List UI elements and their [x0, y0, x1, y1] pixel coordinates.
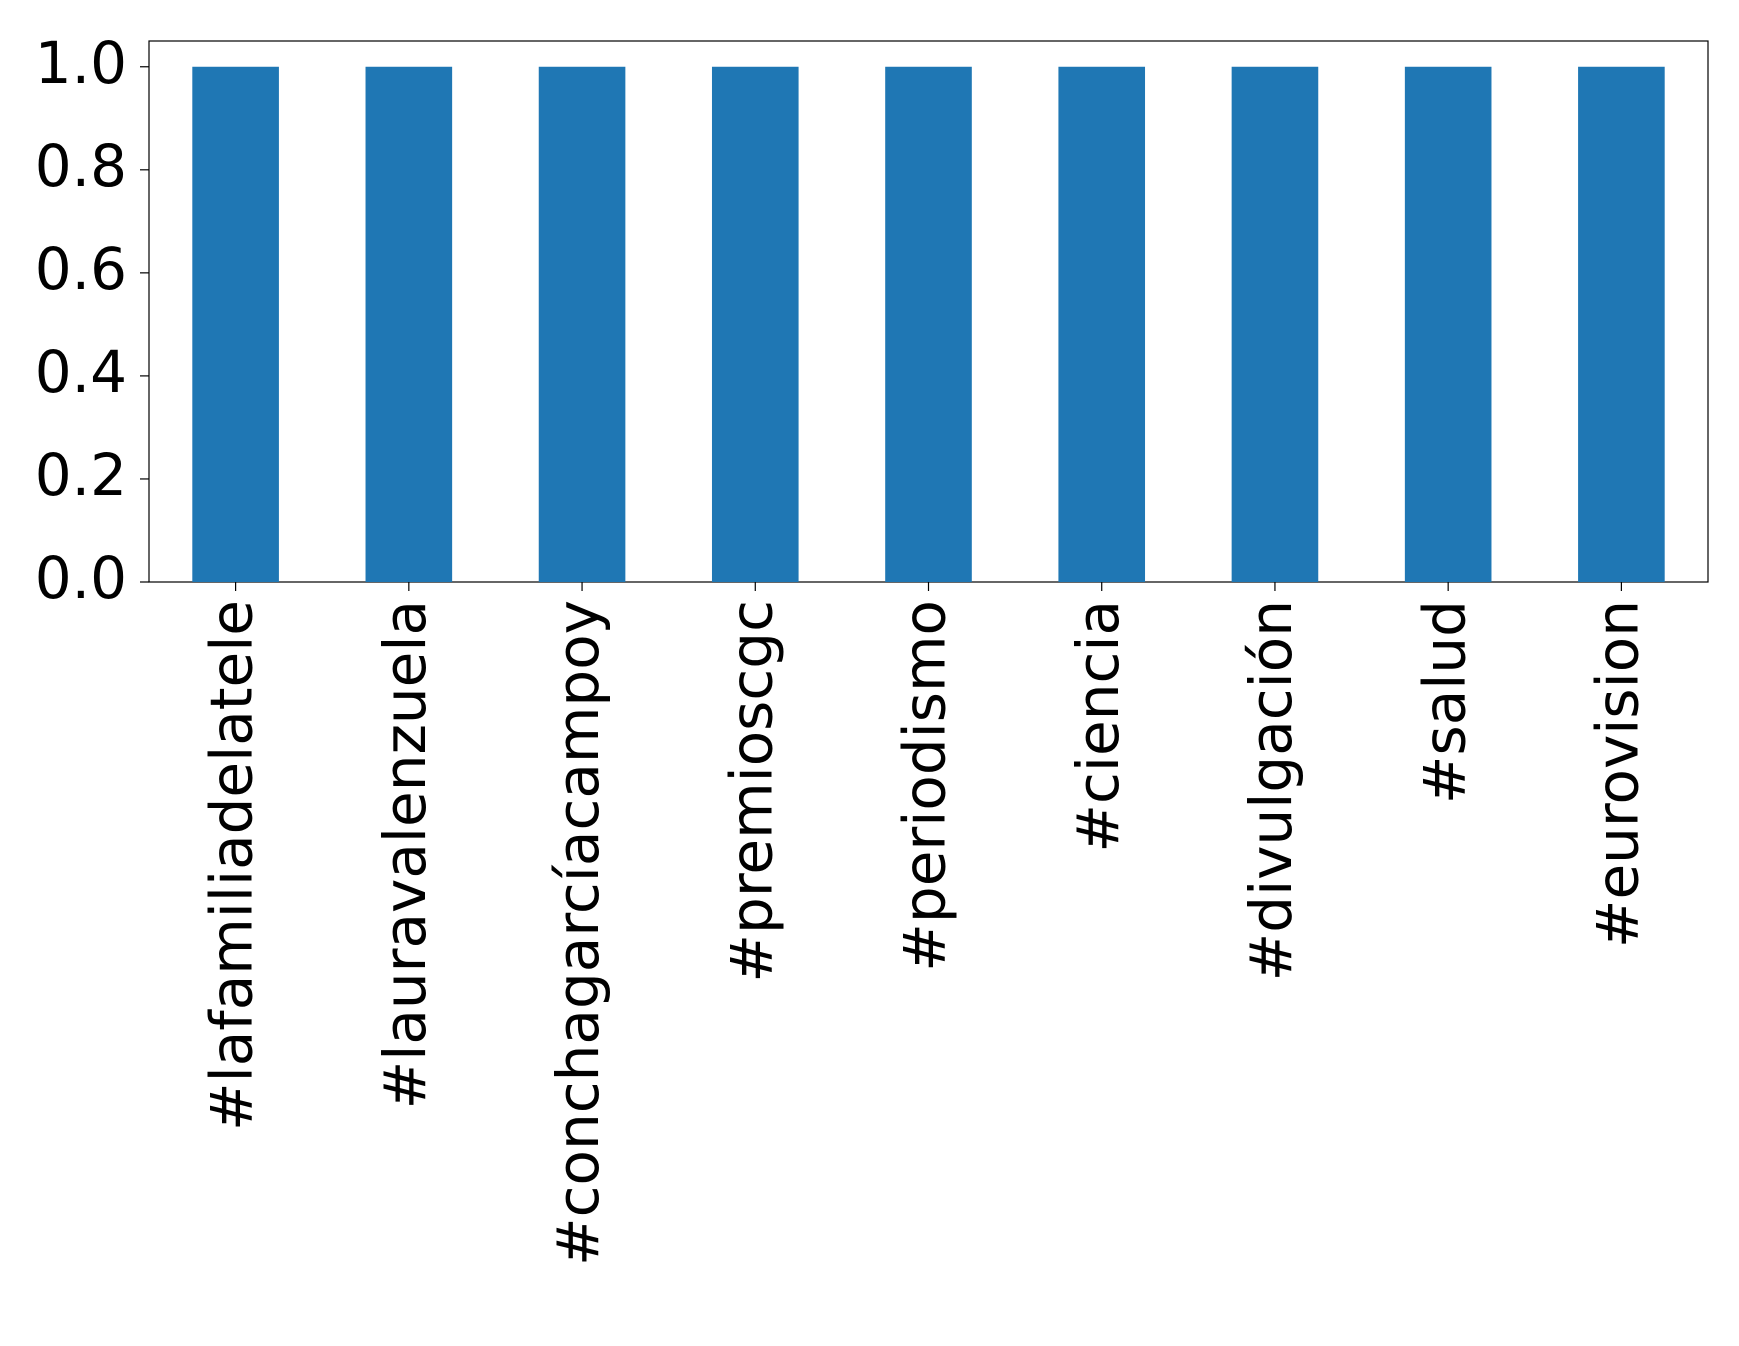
bar	[538, 66, 626, 582]
y-tick-label: 0.0	[35, 544, 127, 612]
x-tick-label: #eurovision	[1583, 600, 1651, 948]
y-tick-label: 1.0	[35, 29, 127, 97]
bar	[885, 66, 972, 582]
y-tick-label: 0.8	[35, 132, 127, 200]
x-tick-label: #salud	[1410, 600, 1478, 804]
bar	[1578, 66, 1665, 582]
y-tick-label: 0.6	[35, 235, 127, 303]
x-tick-label: #premioscgc	[717, 600, 785, 983]
x-tick-label: #conchagarcíacampoy	[544, 600, 612, 1266]
bar	[192, 66, 279, 582]
y-tick-label: 0.4	[35, 338, 127, 406]
bar	[365, 66, 453, 582]
x-tick-label: #lauravalenzuela	[371, 600, 439, 1109]
x-tick-label: #periodismo	[891, 600, 959, 972]
bar	[711, 66, 799, 582]
x-tick-label: #ciencia	[1064, 600, 1132, 853]
y-tick-label: 0.2	[35, 441, 127, 509]
bar	[1231, 66, 1319, 582]
bar	[1404, 66, 1492, 582]
bar	[1058, 66, 1146, 582]
x-tick-label: #lafamiliadelatele	[198, 600, 266, 1131]
x-tick-label: #divulgación	[1237, 600, 1305, 981]
